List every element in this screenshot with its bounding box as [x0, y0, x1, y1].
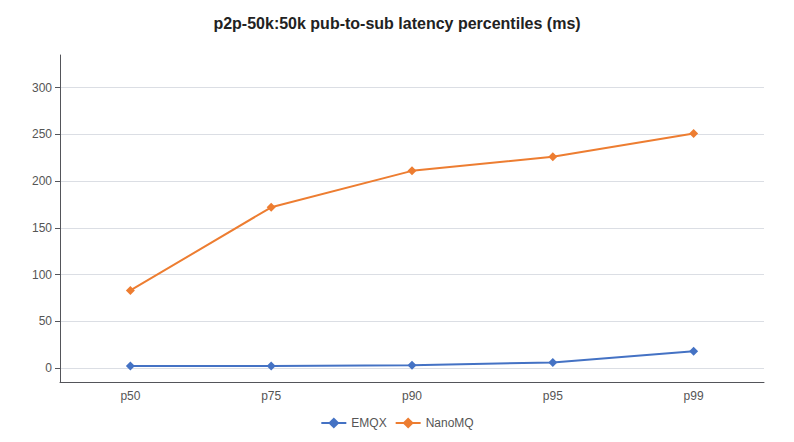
svg-text:300: 300: [32, 81, 52, 95]
svg-text:50: 50: [39, 314, 53, 328]
svg-text:200: 200: [32, 174, 52, 188]
svg-text:p95: p95: [543, 389, 563, 403]
svg-text:p75: p75: [261, 389, 281, 403]
svg-text:0: 0: [45, 361, 52, 375]
svg-text:p2p-50k:50k pub-to-sub latency: p2p-50k:50k pub-to-sub latency percentil…: [213, 15, 580, 32]
svg-text:100: 100: [32, 268, 52, 282]
svg-text:p50: p50: [120, 389, 140, 403]
svg-text:150: 150: [32, 221, 52, 235]
svg-text:250: 250: [32, 127, 52, 141]
svg-text:p99: p99: [684, 389, 704, 403]
svg-text:EMQX: EMQX: [351, 416, 386, 430]
svg-text:NanoMQ: NanoMQ: [426, 416, 474, 430]
svg-text:p90: p90: [402, 389, 422, 403]
